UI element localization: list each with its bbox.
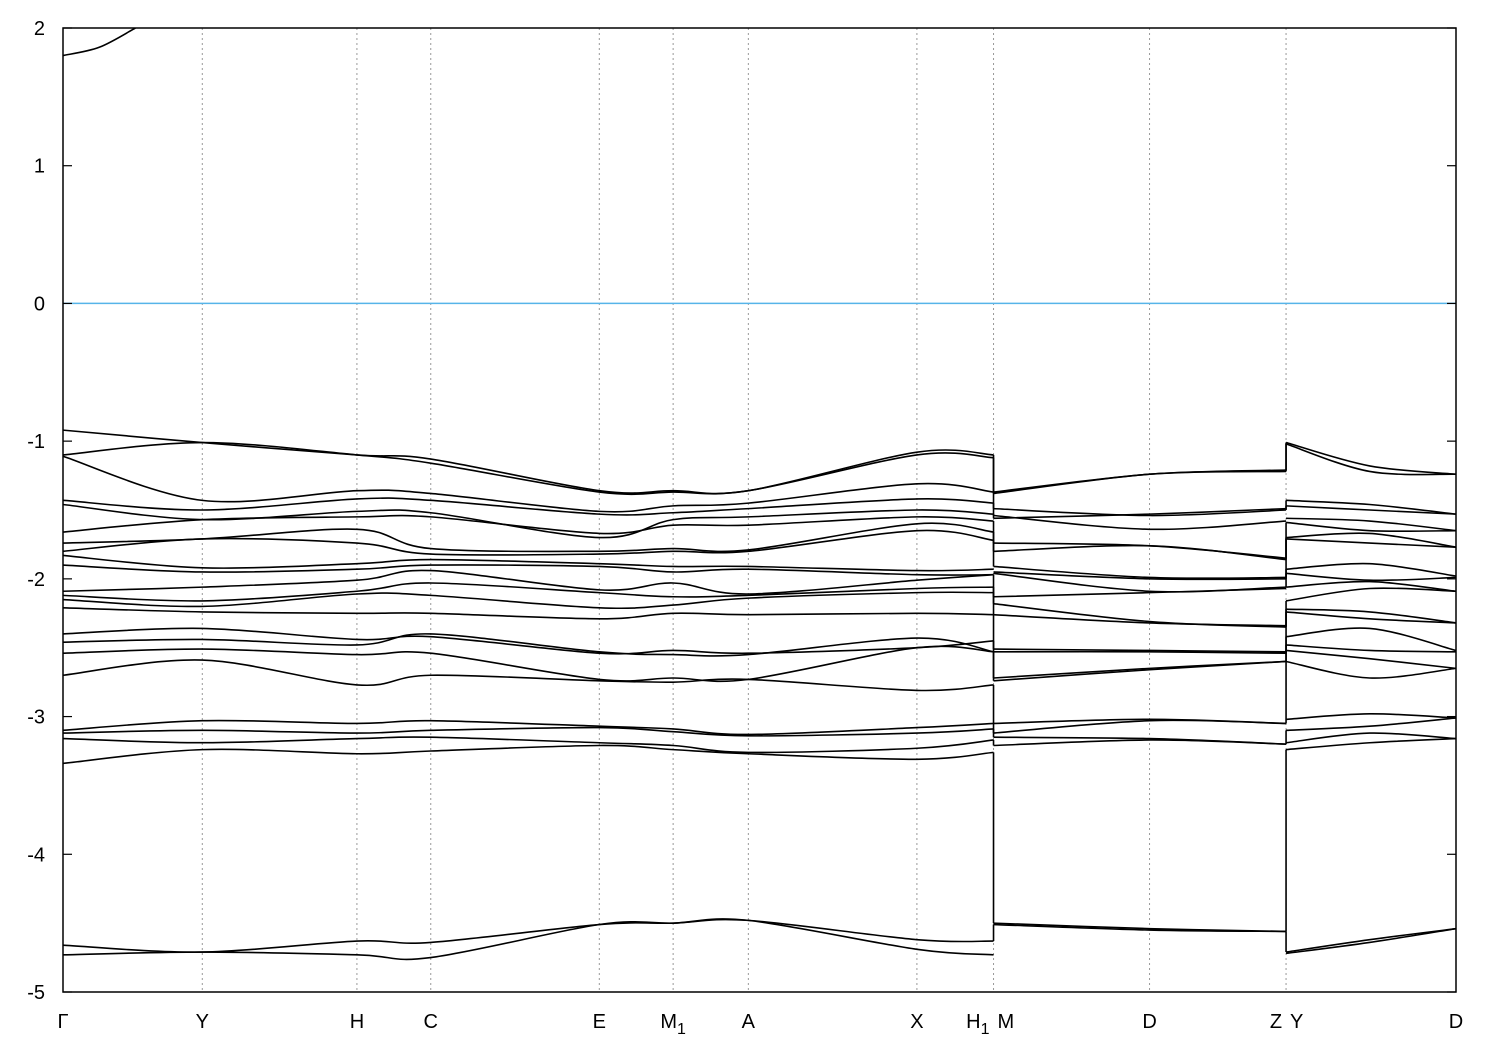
y-tick-label: -4 bbox=[27, 844, 45, 866]
band-line-seg0-10 bbox=[63, 569, 994, 595]
band-line-seg3-8 bbox=[1285, 562, 1456, 577]
y-tick-label: -5 bbox=[27, 982, 45, 1004]
band-line-seg0-14 bbox=[63, 627, 994, 655]
band-line-seg0-18 bbox=[63, 719, 994, 736]
kpoint-label: H bbox=[350, 1011, 364, 1033]
band-line-seg0-4 bbox=[63, 503, 994, 539]
band-line-seg0-11 bbox=[63, 582, 994, 602]
band-line-seg2-1 bbox=[993, 470, 1287, 495]
plot-frame bbox=[62, 27, 1457, 993]
band-line-seg3-16 bbox=[1285, 649, 1456, 670]
band-line-seg0-0 bbox=[63, 429, 994, 495]
band-line-seg3-20 bbox=[1285, 732, 1456, 744]
band-line-seg3-3 bbox=[1286, 505, 1456, 515]
x-axis: Γ Y H C E M1 A X H1 M D Z Y D bbox=[57, 1011, 1463, 1038]
y-tick-label: 0 bbox=[34, 293, 45, 315]
band-line-seg3-14 bbox=[1285, 627, 1456, 652]
band-line-seg2-14 bbox=[993, 650, 1287, 655]
band-line-seg2-0 bbox=[993, 469, 1287, 493]
band-line-seg2-16 bbox=[993, 660, 1287, 682]
band-line-seg3-9 bbox=[1285, 572, 1456, 582]
band-line-seg3-6 bbox=[1286, 532, 1456, 548]
band-line-seg2-13 bbox=[993, 648, 1287, 653]
band-line-seg2-4 bbox=[993, 507, 1287, 520]
band-line-seg3-4 bbox=[1286, 517, 1456, 532]
band-line-seg0-19 bbox=[63, 726, 994, 737]
band-line-seg3-7 bbox=[1286, 538, 1456, 548]
band-line-seg3-12 bbox=[1286, 608, 1456, 624]
band-line-seg0-17 bbox=[63, 659, 994, 692]
y-tick-label: -3 bbox=[27, 707, 45, 729]
y-tick-label: -1 bbox=[27, 431, 45, 453]
band-line-seg0-2 bbox=[63, 455, 994, 513]
band-line-seg3-23 bbox=[1285, 927, 1456, 955]
kpoint-label: Z bbox=[1270, 1011, 1282, 1033]
band-line-seg2-8 bbox=[993, 571, 1287, 581]
band-line-seg0-23 bbox=[63, 918, 994, 961]
kpoint-label: M bbox=[998, 1011, 1015, 1033]
kpoint-label: D bbox=[1449, 1011, 1463, 1033]
band-line-seg2-18 bbox=[993, 719, 1287, 734]
band-line-seg2-12 bbox=[993, 613, 1287, 627]
band-line-seg0-9 bbox=[63, 564, 994, 576]
band-line-seg0-8 bbox=[63, 554, 994, 572]
band-line-seg3-5 bbox=[1285, 521, 1456, 533]
band-line-seg3-19 bbox=[1286, 717, 1456, 732]
band-line-seg0-20 bbox=[63, 736, 994, 754]
band-line-seg0-7 bbox=[63, 529, 994, 556]
kpoint-label: E bbox=[593, 1011, 606, 1033]
band-line-seg0-5 bbox=[63, 514, 994, 535]
band-line-seg3-11 bbox=[1285, 587, 1456, 602]
band-line-seg2-2 bbox=[993, 507, 1287, 517]
band-line-seg2-11 bbox=[993, 602, 1287, 628]
band-line-seg2-10 bbox=[993, 587, 1287, 598]
band-line-seg2-6 bbox=[993, 542, 1287, 559]
band-line-seg3-21 bbox=[1285, 737, 1456, 751]
kpoint-label: Γ bbox=[57, 1011, 68, 1033]
band-line-seg3-17 bbox=[1285, 660, 1456, 679]
band-line-seg2-3 bbox=[993, 514, 1287, 531]
band-line-seg3-15 bbox=[1285, 644, 1456, 653]
band-line-seg3-0 bbox=[1285, 441, 1456, 475]
gridlines bbox=[201, 28, 1287, 992]
band-line-seg0-12 bbox=[63, 591, 994, 610]
y-tick-label: -2 bbox=[27, 569, 45, 591]
band-line-seg0-16 bbox=[63, 645, 994, 683]
kpoint-label: M1 bbox=[660, 1011, 686, 1038]
band-line-seg2-9 bbox=[993, 572, 1287, 593]
band-line-seg3-18 bbox=[1285, 713, 1456, 721]
band-line-seg2-20 bbox=[993, 739, 1287, 747]
kpoint-label: C bbox=[424, 1011, 438, 1033]
bands bbox=[63, 28, 1456, 961]
band-line-seg0-1 bbox=[63, 441, 994, 496]
band-line-seg2-22 bbox=[993, 923, 1287, 933]
kpoint-label: X bbox=[910, 1011, 923, 1033]
kpoint-label: A bbox=[742, 1011, 756, 1033]
kpoint-label: Y bbox=[1290, 1011, 1303, 1033]
band-line-seg3-2 bbox=[1286, 499, 1456, 515]
y-axis: -5 -4 -3 -2 -1 0 1 2 bbox=[27, 18, 1456, 1004]
band-line-seg2-5 bbox=[993, 544, 1287, 561]
kpoint-label: H1 bbox=[966, 1011, 989, 1038]
band-line-seg0-15 bbox=[63, 633, 994, 657]
kpoint-label: D bbox=[1142, 1011, 1156, 1033]
y-tick-label: 1 bbox=[34, 156, 45, 178]
band-line-seg1-0 bbox=[63, 28, 136, 57]
band-line-seg0-6 bbox=[63, 522, 994, 553]
band-line-seg3-10 bbox=[1285, 580, 1456, 593]
band-line-seg0-13 bbox=[63, 606, 994, 620]
band-line-seg3-13 bbox=[1285, 611, 1456, 624]
band-line-seg0-3 bbox=[63, 497, 994, 516]
kpoint-label: Y bbox=[196, 1011, 209, 1033]
band-line-seg0-22 bbox=[63, 918, 994, 953]
band-line-seg3-1 bbox=[1285, 443, 1456, 476]
band-line-seg0-21 bbox=[63, 744, 994, 765]
band-line-seg2-7 bbox=[993, 565, 1287, 580]
y-tick-label: 2 bbox=[34, 18, 45, 40]
